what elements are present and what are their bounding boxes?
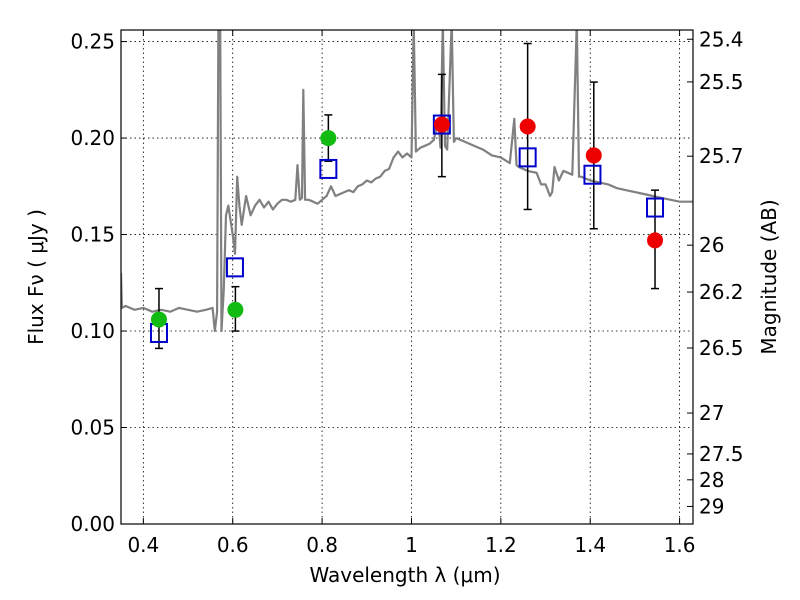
x-axis-title: Wavelength λ (μm) [309,563,500,587]
plot-area [121,30,693,350]
y-axis-title: Flux Fν ( μJy ) [24,209,48,345]
mag-tick-label: 25.5 [699,70,744,94]
y-tick-label: 0.25 [70,30,115,54]
mag-tick-label: 28 [699,468,724,492]
optical-photometry-point [227,301,244,318]
model-photometry-square [583,164,602,185]
plot-frame [120,29,694,525]
nir-photometry-point [585,147,602,164]
model-photometry-square [646,197,665,218]
nir-photometry-point [519,118,536,135]
right-axis-title: Magnitude (AB) [757,199,781,354]
x-tick-label: 0.4 [127,533,159,557]
y-tick-label: 0.05 [70,416,115,440]
optical-photometry-point [150,311,167,328]
mag-tick-label: 27.5 [699,442,744,466]
y-tick-label: 0.20 [70,126,115,150]
x-tick-label: 0.6 [217,533,249,557]
mag-tick-label: 26.5 [699,336,744,360]
y-tick-label: 0.10 [70,319,115,343]
model-photometry-square [319,158,338,179]
axes: 0.4 0.6 0.8 1 1.2 1.4 1.6 0.00 0.05 0.10 0.15 0.20 0… [70,27,743,557]
x-tick-label: 1.6 [664,533,696,557]
x-tick-label: 1 [405,533,418,557]
model-sed-line [121,30,693,333]
y-tick-label: 0.15 [70,223,115,247]
y-tick-label: 0.00 [70,512,115,536]
mag-tick-label: 26 [699,233,724,257]
mag-tick-label: 25.7 [699,144,744,168]
nir-photometry-point [433,116,450,133]
x-tick-label: 1.4 [574,533,606,557]
model-photometry-square [518,147,537,168]
model-photometry-square [225,257,244,278]
x-tick-label: 0.8 [306,533,338,557]
mag-tick-label: 29 [699,494,724,518]
mag-tick-label: 27 [699,401,724,425]
x-tick-label: 1.2 [485,533,517,557]
nir-photometry-point [647,232,664,249]
mag-tick-label: 26.2 [699,280,744,304]
mag-tick-label: 25.4 [699,27,744,51]
optical-photometry-point [320,130,337,147]
